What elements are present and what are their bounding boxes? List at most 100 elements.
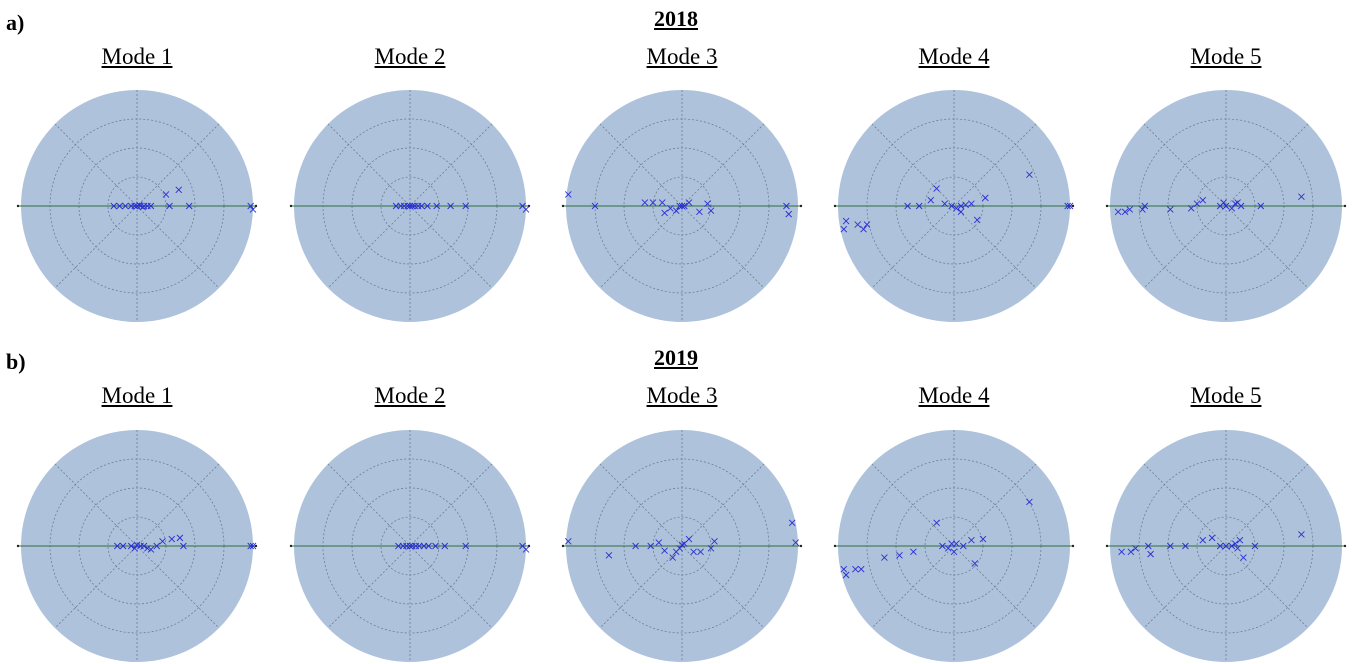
data-point xyxy=(697,548,704,556)
polar-plot xyxy=(561,430,803,662)
data-point xyxy=(249,542,257,550)
data-point xyxy=(632,542,639,550)
axis-end-dot xyxy=(833,204,837,208)
data-point xyxy=(565,538,572,545)
data-point xyxy=(1231,540,1239,547)
data-point xyxy=(168,535,176,543)
data-point xyxy=(404,202,411,210)
data-point xyxy=(944,545,952,552)
data-point xyxy=(185,202,193,210)
data-point xyxy=(1199,196,1207,204)
data-point xyxy=(418,202,425,210)
data-point xyxy=(704,200,711,207)
data-point xyxy=(655,539,663,546)
polar-plot xyxy=(289,90,531,322)
data-point xyxy=(1141,202,1149,210)
polar-plot xyxy=(833,90,1075,322)
data-point xyxy=(144,545,151,552)
axis-end-dot xyxy=(289,204,293,208)
grid-spoke xyxy=(599,123,765,289)
data-point xyxy=(707,545,715,552)
polar-plot xyxy=(16,90,258,322)
axis-end-dot xyxy=(1105,204,1109,208)
data-point xyxy=(424,202,431,210)
data-point xyxy=(153,542,161,550)
data-point xyxy=(707,207,715,214)
data-point xyxy=(110,202,118,210)
data-point xyxy=(1298,193,1305,201)
data-point xyxy=(1234,545,1241,552)
data-point xyxy=(1121,208,1129,216)
data-point xyxy=(447,202,454,210)
data-point xyxy=(1208,534,1216,542)
data-point xyxy=(788,519,796,527)
mode-title: Mode 3 xyxy=(646,44,718,69)
mode-title: Mode 5 xyxy=(1190,383,1262,408)
data-point xyxy=(661,547,668,554)
mode-title: Mode 4 xyxy=(918,44,990,69)
data-point xyxy=(1257,202,1265,210)
data-point xyxy=(522,206,530,213)
data-point xyxy=(147,202,155,210)
data-point xyxy=(462,542,469,550)
data-point xyxy=(1026,498,1033,506)
data-point xyxy=(1237,202,1245,210)
data-point xyxy=(968,200,975,207)
grid-spoke xyxy=(1143,463,1309,629)
axis-end-dot xyxy=(833,544,837,548)
panel-label-a: a) xyxy=(6,10,25,35)
data-point xyxy=(140,542,148,550)
data-point xyxy=(948,202,955,210)
data-point xyxy=(133,541,141,549)
data-point xyxy=(840,225,848,233)
grid-spoke xyxy=(327,123,493,289)
data-point xyxy=(904,202,911,210)
axis-end-dot xyxy=(16,204,20,208)
data-point xyxy=(685,535,693,543)
data-point xyxy=(127,542,135,550)
grid-spoke xyxy=(871,123,1037,289)
data-point xyxy=(953,540,960,547)
data-point xyxy=(433,202,440,210)
axis-end-dot xyxy=(799,204,803,208)
data-point xyxy=(119,542,127,550)
data-point xyxy=(669,554,677,561)
data-point xyxy=(1182,542,1189,550)
data-point xyxy=(842,571,850,579)
data-point xyxy=(395,542,402,550)
data-point xyxy=(1118,548,1125,556)
data-point xyxy=(1126,206,1134,213)
data-point xyxy=(180,542,187,550)
data-point xyxy=(159,538,166,545)
data-point xyxy=(681,202,688,210)
data-point xyxy=(1193,200,1201,207)
data-point xyxy=(854,221,862,228)
mode-title: Mode 3 xyxy=(646,383,718,408)
data-point xyxy=(176,534,184,542)
data-point xyxy=(1216,542,1224,550)
data-point xyxy=(852,565,859,573)
data-point xyxy=(950,548,958,556)
data-point xyxy=(910,548,917,556)
data-point xyxy=(166,202,173,210)
data-point xyxy=(857,565,865,573)
data-point xyxy=(785,210,793,218)
data-point xyxy=(139,203,147,211)
data-point xyxy=(409,202,416,210)
data-point xyxy=(658,199,666,206)
data-point xyxy=(667,205,674,212)
data-point xyxy=(982,194,989,202)
data-point xyxy=(661,209,668,217)
polar-plot xyxy=(1105,430,1347,662)
data-point xyxy=(1064,202,1071,210)
year-title-2018: 2018 xyxy=(654,6,698,31)
data-point xyxy=(979,535,987,543)
data-point xyxy=(122,202,129,210)
data-point xyxy=(933,519,940,527)
data-point xyxy=(420,542,428,550)
data-point xyxy=(933,185,940,192)
mode-title: Mode 4 xyxy=(918,383,990,408)
data-point xyxy=(927,196,935,204)
data-point xyxy=(840,565,848,573)
mode-title: Mode 2 xyxy=(374,44,446,69)
